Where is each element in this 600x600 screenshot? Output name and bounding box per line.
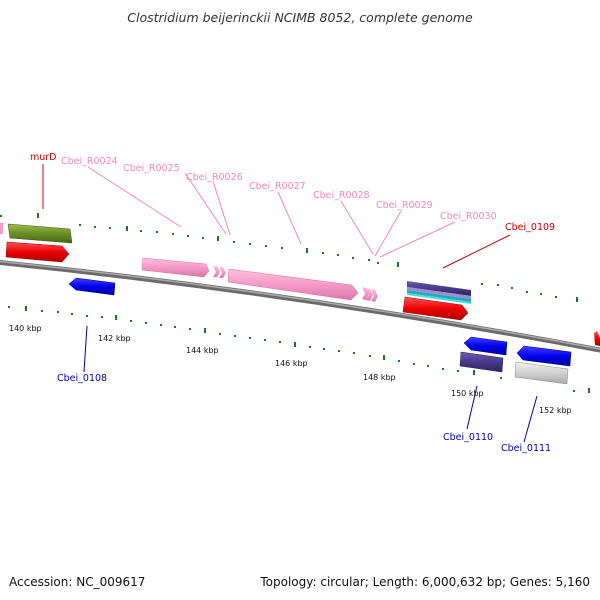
rrna-r0026 [219, 267, 226, 278]
gene-0110-blue [463, 336, 508, 356]
accession-text: Accession: NC_009617 [9, 575, 146, 589]
gene-0109-lavender [407, 287, 471, 299]
connector-0109 [442, 234, 511, 269]
gene-0110-navy [459, 351, 504, 373]
gene-right-edge-red [594, 331, 600, 346]
topology-text: Topology: circular; Length: 6,000,632 bp… [260, 575, 590, 589]
outer-dot-track [0, 213, 578, 302]
connector-r0027 [277, 191, 302, 245]
rrna-r0028 [362, 287, 369, 300]
rrna-r0030 [371, 289, 378, 302]
connector-0110 [466, 385, 478, 430]
connector-r0029 [374, 210, 402, 257]
label-r0026: Cbei_R0026 [186, 172, 243, 183]
forward-genes [0, 223, 600, 346]
label-0108: Cbei_0108 [57, 373, 107, 384]
label-r0028: Cbei_R0028 [313, 190, 370, 201]
connector-r0024 [87, 166, 182, 228]
gene-0109-cyan [407, 293, 471, 304]
genome-backbone [0, 260, 600, 353]
inner-dot-track [8, 306, 590, 393]
connector-0108 [83, 325, 88, 373]
gene-0109-navy [407, 281, 471, 296]
tick-label-150: 150 kbp [451, 389, 484, 398]
tick-label-148: 148 kbp [363, 373, 396, 382]
tick-label-140: 140 kbp [9, 324, 42, 333]
connector-0111 [523, 395, 538, 443]
map-title: Clostridium beijerinckii NCIMB 8052, com… [127, 10, 473, 25]
label-murd: murD [30, 152, 57, 163]
gene-0111-blue [516, 345, 572, 367]
label-r0027: Cbei_R0027 [249, 181, 306, 192]
rrna-r0025 [213, 266, 220, 277]
gene-0111-grey [514, 361, 569, 385]
rrna-r0029 [366, 288, 373, 301]
reverse-genes [68, 277, 572, 385]
connector-r0028 [340, 200, 374, 255]
gene-murd-red [5, 241, 70, 263]
tick-label-142: 142 kbp [98, 334, 131, 343]
connector-r0025 [184, 172, 227, 235]
label-0111: Cbei_0111 [501, 443, 551, 454]
rrna-r0027 [227, 268, 359, 301]
label-0110: Cbei_0110 [443, 432, 493, 443]
tick-labels: 140 kbp 142 kbp 144 kbp 146 kbp 148 kbp … [9, 324, 572, 415]
tick-label-146: 146 kbp [275, 359, 308, 368]
feature-labels: murD Cbei_R0024 Cbei_R0025 Cbei_R0026 Cb… [30, 152, 555, 454]
gene-0108 [68, 277, 116, 296]
label-r0024: Cbei_R0024 [61, 156, 118, 167]
label-r0030: Cbei_R0030 [440, 211, 497, 222]
tick-label-152: 152 kbp [539, 406, 572, 415]
gene-murd-green [7, 223, 73, 244]
tick-label-144: 144 kbp [186, 346, 219, 355]
gene-0109-teal [407, 290, 471, 302]
label-r0025: Cbei_R0025 [123, 163, 180, 174]
gene-0109-red [402, 296, 469, 321]
label-0109: Cbei_0109 [505, 222, 555, 233]
gene-left-edge [0, 223, 3, 234]
label-connectors [42, 164, 538, 443]
label-r0029: Cbei_R0029 [376, 200, 433, 211]
connector-r0030 [379, 221, 456, 258]
connector-r0026 [212, 180, 231, 236]
rrna-r0024 [141, 257, 210, 278]
